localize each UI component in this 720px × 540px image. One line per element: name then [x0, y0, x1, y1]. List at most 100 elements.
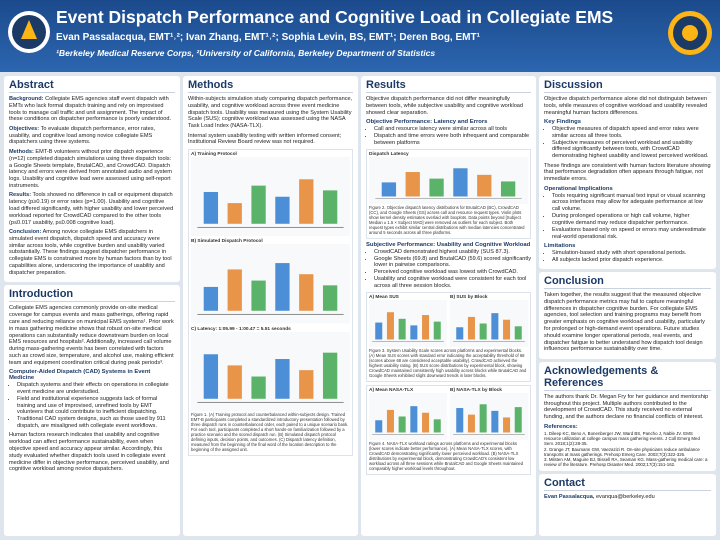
bullet-list: CrowdCAD demonstrated highest usability …	[366, 249, 531, 290]
decoration	[227, 269, 242, 312]
panel-graphic	[191, 331, 350, 412]
label: Objectives:	[9, 125, 40, 132]
decoration	[197, 226, 344, 228]
logo-left	[8, 11, 50, 53]
panel-graphic	[191, 244, 350, 324]
panel-graphic	[450, 392, 528, 440]
decoration	[405, 172, 420, 197]
decoration	[503, 417, 511, 433]
subheading: Objective Performance: Latency and Error…	[366, 119, 488, 126]
text: Human factors research indicates that us…	[9, 432, 169, 473]
column: Results Objective dispatch performance di…	[361, 76, 536, 536]
section-heading: Discussion	[544, 79, 711, 93]
figure-panel: C) Latency: 1:05.99 - 1:00.47 = 5.51 sec…	[191, 327, 350, 412]
decoration	[375, 322, 383, 340]
paragraph: Results: Tools showed no difference in c…	[9, 192, 175, 226]
decoration	[456, 407, 464, 433]
paragraph: Internal system usability testing with w…	[188, 133, 353, 147]
decoration	[322, 190, 338, 224]
text: Taken together, the results suggest that…	[544, 291, 705, 353]
text: Objective dispatch performance did not d…	[366, 96, 524, 116]
text: evanqua@berkeley.edu	[595, 493, 655, 500]
section-heading: Results	[366, 79, 531, 93]
bullet: Subjective measures of perceived workloa…	[552, 140, 711, 160]
panel-graphic	[369, 156, 528, 204]
paragraph: Human factors research indicates that us…	[9, 432, 175, 473]
section: Conclusion Taken together, the results su…	[539, 271, 716, 359]
bullet: Field and institutional experience sugge…	[17, 396, 175, 416]
figure-panel: B) SUS by Block	[450, 295, 528, 348]
decoration	[251, 185, 266, 224]
panels: A) Mean SUS B) SUS by Block	[369, 295, 528, 348]
paragraph: The authors thank Dr. Megan Fry for her …	[544, 394, 711, 421]
decoration	[410, 325, 418, 340]
reference: 1. Dileep KC, Beno A, Bonenberger JW, Wa…	[544, 430, 700, 447]
decoration	[453, 341, 525, 342]
figure: A) Training Protocol B) Simulated Dispatc…	[188, 148, 353, 456]
decoration	[381, 182, 397, 197]
text: EMT-B volunteers without prior dispatch …	[9, 148, 172, 189]
figure-panel: Dispatch Latency	[369, 152, 528, 204]
text: Objective dispatch performance alone did…	[544, 96, 708, 116]
text: Among novice collegiate EMS dispatchers …	[9, 229, 172, 276]
panels: Dispatch Latency	[369, 152, 528, 204]
paragraph: Methods: EMT-B volunteers without prior …	[9, 149, 175, 190]
decoration	[372, 341, 444, 342]
decoration	[422, 315, 430, 340]
decoration	[479, 404, 487, 433]
label: Background:	[9, 96, 44, 102]
panel-title: A) Mean SUS	[369, 295, 399, 301]
section-heading: Methods	[188, 79, 353, 93]
decoration	[203, 287, 219, 312]
subheading: Subjective Performance: Usability and Co…	[366, 241, 531, 248]
paragraph: Objective dispatch performance alone did…	[544, 96, 711, 116]
decoration	[386, 312, 394, 340]
subheading: References:	[544, 423, 578, 430]
figure-caption: Figure 1. (A) Training protocol and coun…	[191, 412, 349, 453]
decoration	[398, 318, 406, 340]
bullet: Simulation-based study with short operat…	[552, 250, 711, 257]
decoration	[410, 405, 418, 433]
decoration	[197, 401, 344, 403]
panel-title: A) Mean NASA-TLX	[369, 387, 414, 393]
section: Methods Within-subjects simulation study …	[183, 76, 358, 536]
figure: A) Mean NASA-TLX B) NASA-TLX by Block Figu…	[366, 384, 531, 475]
decoration	[467, 414, 475, 433]
decoration	[203, 191, 219, 224]
decoration	[227, 202, 242, 224]
text: Tools showed no difference in call or eq…	[9, 192, 174, 226]
decoration	[375, 420, 383, 433]
decoration	[322, 285, 338, 312]
bullet: Google Sheets (69.8) and BrutalCAD (59.6…	[374, 256, 531, 270]
figure: A) Mean SUS B) SUS by Block Figure 3. Syst…	[366, 292, 531, 382]
decoration	[322, 352, 338, 399]
decoration	[398, 416, 406, 433]
subheading: Key Findings	[544, 119, 581, 126]
text: Collegiate EMS agencies staff event disp…	[9, 96, 172, 123]
paragraph: These findings are consistent with human…	[544, 163, 711, 183]
decoration	[299, 274, 314, 312]
panels: A) Training Protocol B) Simulated Dispatc…	[191, 152, 350, 412]
bullet: Dispatch and time errors were both infre…	[374, 133, 531, 147]
section: Results Objective dispatch performance di…	[361, 76, 536, 536]
affiliations: ¹Berkeley Medical Reserve Corps, ²Univer…	[56, 48, 436, 58]
decoration	[453, 434, 525, 435]
header: Event Dispatch Performance and Cognitive…	[0, 0, 720, 72]
text: Collegiate EMS agencies commonly provide…	[9, 305, 174, 366]
decoration	[372, 434, 444, 435]
text: These findings are consistent with human…	[544, 162, 711, 183]
decoration	[369, 392, 447, 440]
section-heading: Conclusion	[544, 275, 711, 289]
bullet-list: Simulation-based study with short operat…	[544, 250, 711, 264]
bullet-list: Tools requiring significant manual text …	[544, 193, 711, 241]
subheading: Limitations	[544, 242, 576, 249]
bullet: Objective measures of dispatch speed and…	[552, 126, 711, 140]
decoration	[453, 168, 468, 197]
section: Introduction Collegiate EMS agencies comm…	[4, 285, 180, 536]
bullet: Tools requiring significant manual text …	[552, 193, 711, 213]
section-heading: Abstract	[9, 79, 175, 93]
bullet: All subjects lacked prior dispatch exper…	[552, 257, 711, 264]
bullet-list: Call and resource latency were similar a…	[366, 126, 531, 146]
panel-graphic	[369, 392, 447, 440]
